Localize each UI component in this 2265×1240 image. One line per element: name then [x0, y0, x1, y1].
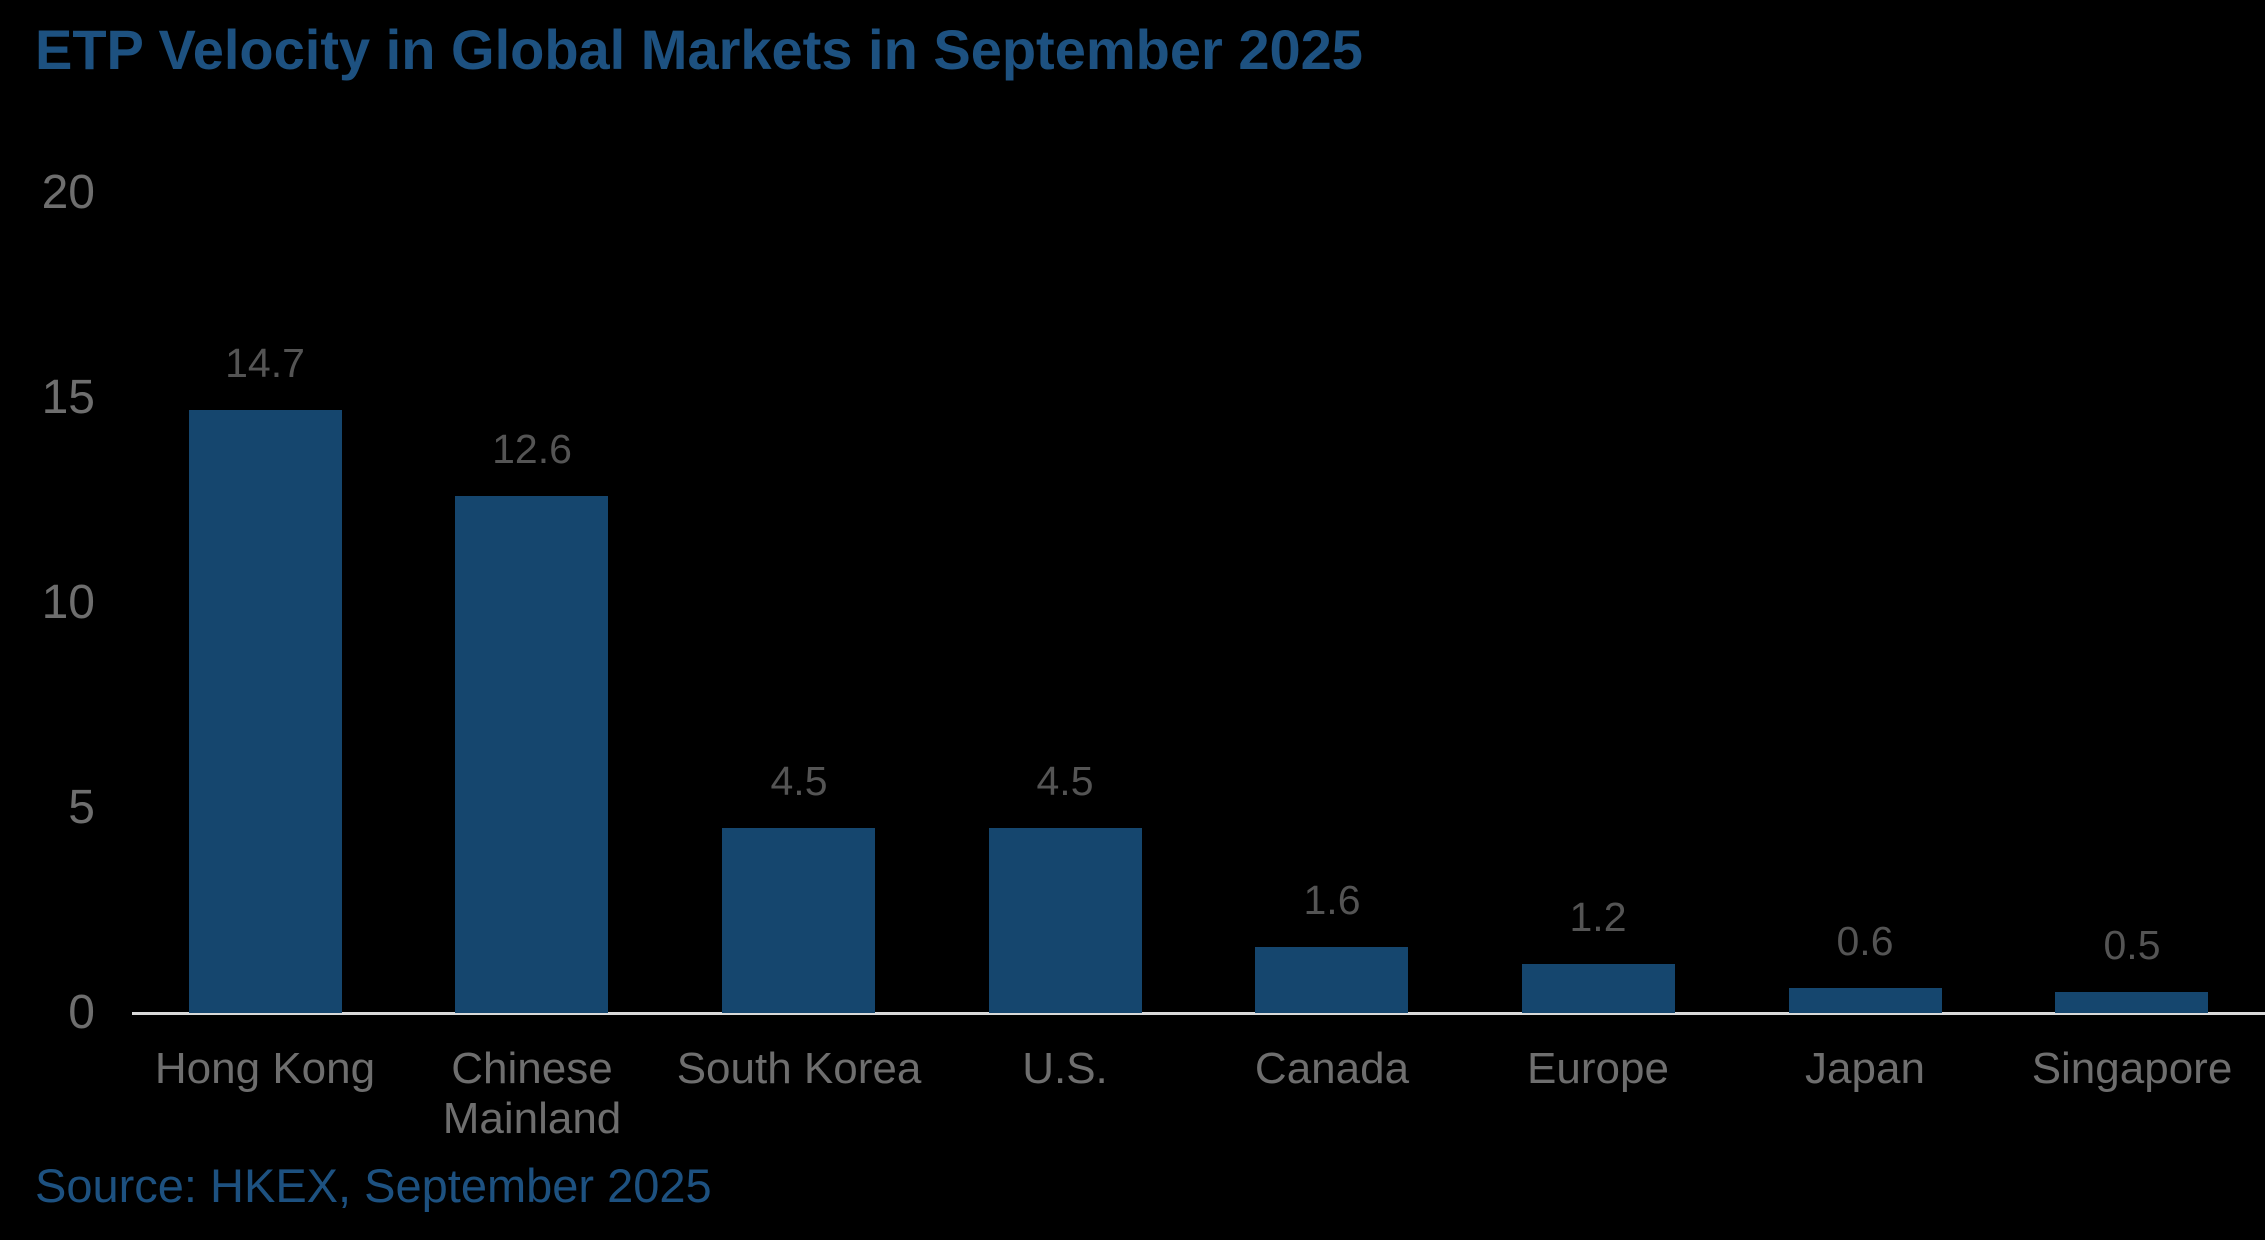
value-label-hong-kong: 14.7: [225, 340, 305, 386]
x-axis-label-hong-kong: Hong Kong: [154, 1044, 376, 1093]
source-note: Source: HKEX, September 2025: [35, 1159, 712, 1212]
value-label-chinese-mainland: 12.6: [492, 426, 572, 472]
y-axis-tick-label: 5: [68, 781, 95, 834]
value-label-canada: 1.6: [1303, 877, 1361, 923]
bar-chinese-mainland: [455, 496, 608, 1013]
value-label-europe: 1.2: [1569, 894, 1627, 940]
x-axis-label-u-s: U.S.: [1022, 1044, 1108, 1093]
y-axis-tick-label: 15: [41, 371, 95, 424]
chart-title: ETP Velocity in Global Markets in Septem…: [35, 18, 1363, 81]
x-axis-label-singapore: Singapore: [2031, 1044, 2233, 1093]
y-axis-tick-label: 0: [68, 986, 95, 1039]
x-axis-label-south-korea: South Korea: [676, 1044, 922, 1093]
bar-europe: [1522, 964, 1675, 1013]
x-axis-label-chinese-mainland: Chinese Mainland: [442, 1044, 622, 1143]
bar-hong-kong: [189, 410, 342, 1013]
value-label-japan: 0.6: [1836, 918, 1894, 964]
bar-u-s: [989, 828, 1142, 1013]
value-label-singapore: 0.5: [2103, 922, 2161, 968]
y-axis-tick-label: 20: [41, 166, 95, 219]
x-axis-label-europe: Europe: [1527, 1044, 1669, 1093]
bar-singapore: [2055, 992, 2208, 1013]
x-axis-line: [132, 1012, 2265, 1015]
value-label-u-s: 4.5: [1036, 758, 1094, 804]
bar-canada: [1255, 947, 1408, 1013]
bar-japan: [1789, 988, 1942, 1013]
value-label-south-korea: 4.5: [770, 758, 828, 804]
bar-south-korea: [722, 828, 875, 1013]
x-axis-label-japan: Japan: [1805, 1044, 1925, 1093]
x-axis-label-canada: Canada: [1254, 1044, 1410, 1093]
y-axis-tick-label: 10: [41, 576, 95, 629]
